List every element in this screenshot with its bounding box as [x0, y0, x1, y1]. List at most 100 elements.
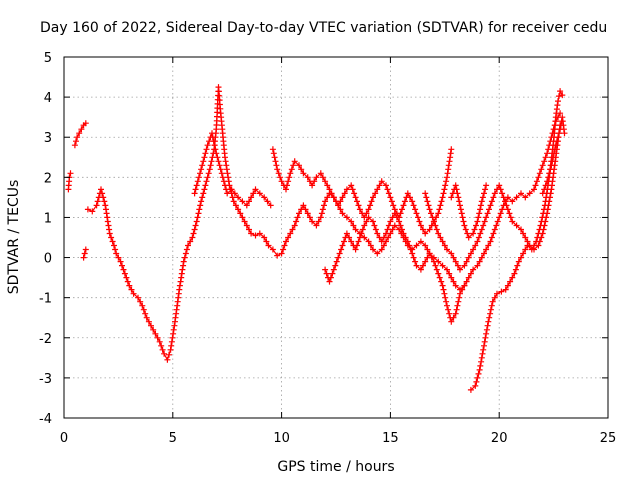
data-point	[463, 278, 470, 285]
data-point	[343, 186, 350, 193]
data-point	[480, 346, 487, 353]
data-point	[326, 278, 333, 285]
data-point	[250, 190, 257, 197]
data-point	[412, 206, 419, 213]
x-tick-label: 0	[60, 431, 68, 446]
data-point	[193, 182, 200, 189]
series-right-track	[422, 122, 564, 273]
data-point	[441, 290, 448, 297]
data-point	[161, 350, 168, 357]
data-point	[182, 250, 189, 257]
data-point	[397, 222, 404, 229]
data-point	[483, 330, 490, 337]
data-point	[354, 242, 360, 249]
data-point	[444, 246, 450, 253]
data-point	[101, 198, 108, 205]
data-point	[483, 214, 490, 221]
data-point	[304, 174, 311, 181]
data-point	[158, 342, 165, 349]
data-point	[348, 182, 355, 189]
data-point	[124, 278, 131, 285]
data-point	[410, 202, 417, 209]
x-tick-label: 20	[491, 431, 508, 446]
data-point	[478, 354, 485, 361]
data-point	[509, 198, 516, 205]
data-point	[211, 142, 218, 149]
data-point	[74, 134, 81, 141]
data-point	[465, 274, 472, 281]
data-point	[480, 222, 487, 229]
data-point	[374, 186, 381, 193]
data-point	[482, 186, 489, 193]
x-tick-label: 25	[600, 431, 617, 446]
data-point	[104, 214, 111, 221]
data-point	[422, 190, 429, 197]
data-point	[196, 206, 203, 213]
data-point	[218, 170, 225, 177]
data-point	[471, 226, 478, 233]
data-point	[214, 154, 221, 161]
data-point	[491, 226, 498, 233]
data-point	[187, 238, 194, 245]
data-point	[453, 186, 460, 193]
data-point	[270, 150, 277, 157]
data-point	[207, 162, 214, 169]
data-point	[99, 190, 106, 197]
data-point	[288, 166, 295, 173]
data-point	[201, 186, 208, 193]
data-point	[440, 286, 447, 293]
data-point	[470, 266, 477, 273]
data-point	[389, 226, 396, 233]
data-point	[269, 246, 276, 253]
data-point	[538, 166, 545, 173]
data-point	[273, 162, 280, 169]
data-point	[267, 202, 274, 209]
data-point	[208, 158, 215, 165]
data-point	[354, 198, 360, 205]
data-point	[265, 242, 272, 249]
data-point	[406, 242, 413, 249]
data-point	[473, 222, 479, 229]
data-point	[274, 166, 281, 173]
data-point	[261, 234, 268, 241]
data-point	[154, 334, 161, 341]
data-point	[400, 230, 407, 237]
data-point	[452, 282, 459, 289]
data-point	[210, 138, 217, 145]
data-point	[502, 286, 509, 293]
data-point	[287, 170, 294, 177]
data-point	[528, 246, 535, 253]
data-point	[413, 242, 420, 249]
data-point	[73, 138, 79, 145]
data-point	[335, 254, 342, 261]
data-point	[212, 146, 219, 153]
y-tick-label: 4	[44, 91, 52, 106]
data-point	[324, 182, 331, 189]
data-point	[329, 270, 336, 277]
data-point	[202, 150, 209, 157]
data-point	[204, 174, 211, 181]
data-point	[93, 202, 100, 209]
data-point	[203, 146, 210, 153]
data-point	[383, 230, 389, 237]
series-mid-track	[269, 146, 455, 237]
data-point	[440, 190, 447, 197]
data-point	[111, 242, 117, 249]
data-point	[503, 202, 510, 209]
data-point	[112, 246, 119, 253]
data-point	[365, 214, 372, 221]
data-point	[130, 290, 137, 297]
data-point	[248, 194, 255, 201]
data-point	[512, 266, 519, 273]
data-point	[324, 194, 331, 201]
data-point	[67, 170, 74, 177]
data-point	[461, 262, 468, 269]
data-point	[239, 214, 246, 221]
data-point	[453, 306, 460, 313]
data-point	[550, 154, 557, 161]
data-point	[457, 202, 463, 209]
data-point	[531, 186, 537, 193]
data-point	[513, 194, 520, 201]
data-point	[205, 170, 212, 177]
series-line	[470, 90, 563, 391]
